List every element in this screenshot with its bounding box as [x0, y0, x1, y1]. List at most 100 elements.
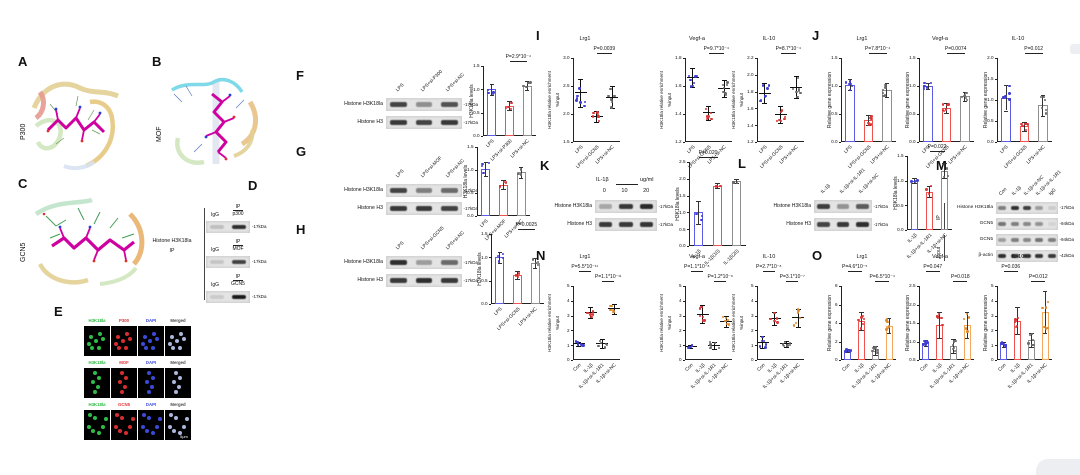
- cell-signal: [90, 346, 95, 351]
- data-point: [923, 341, 926, 345]
- panel-c-label: C: [18, 176, 28, 191]
- y-tick-label: 1.8: [747, 89, 754, 94]
- data-point: [848, 82, 851, 86]
- data-point: [762, 339, 766, 343]
- error-cap: [964, 337, 970, 339]
- cell-signal: [86, 342, 91, 346]
- panel-f-chart: H3K18la levels 0.0 0.5 1.0 1.5 P=2.9*10⁻⁴ LPS L…: [466, 54, 540, 170]
- error-cap: [483, 175, 489, 177]
- y-axis-label-line2: %input: [667, 315, 672, 331]
- cell-signal: [172, 380, 177, 385]
- panel-k-blot: Histone H3K18la -17kDa Histone H3 -17kDa: [548, 176, 678, 238]
- data-point: [1002, 343, 1005, 346]
- data-point: [516, 276, 520, 279]
- error-cap: [1003, 110, 1009, 112]
- y-tick: [570, 286, 573, 287]
- data-point: [925, 339, 928, 343]
- y-tick: [904, 156, 907, 157]
- data-point: [871, 349, 874, 353]
- data-point: [779, 119, 782, 123]
- data-point: [860, 316, 863, 319]
- cell-signal: [123, 430, 128, 435]
- y-tick-label: 1.5: [481, 231, 488, 237]
- cell-signal: [128, 337, 133, 342]
- cell-signal: [119, 415, 124, 420]
- blot-band: [390, 188, 408, 193]
- data-point: [536, 263, 540, 267]
- error-cap: [951, 338, 956, 340]
- blot-band: [1035, 221, 1044, 227]
- y-tick-label: 1.5: [679, 193, 686, 198]
- error-cap: [760, 348, 766, 349]
- igg-label: IgG: [210, 212, 220, 218]
- data-point: [888, 325, 891, 328]
- y-tick: [838, 323, 841, 324]
- mw-marker: -17kDa: [658, 203, 674, 209]
- data-point: [609, 87, 612, 91]
- y-axis-label-line1: H3K18la relative enrichment: [659, 294, 664, 352]
- cell-signal: [127, 425, 132, 430]
- error-bar: [1024, 122, 1025, 131]
- cell-signal: [140, 425, 145, 430]
- lane-label: Con: [998, 187, 1009, 197]
- panel-l-blot: IL-1β IL-1β+si-IL-1R1 IL-1β+si-NC Histone H…: [744, 162, 892, 238]
- y-tick: [916, 58, 919, 59]
- data-point: [1042, 95, 1045, 99]
- p-value: P=3.1*10⁻⁷: [779, 274, 805, 281]
- panel-b-label: B: [152, 54, 162, 69]
- error-cap: [927, 197, 932, 199]
- p-value: P=0.047: [923, 264, 943, 271]
- chart-title: Lrg1: [579, 36, 591, 42]
- error-cap: [518, 166, 524, 168]
- cell-signal: [117, 346, 122, 351]
- data-point: [953, 349, 956, 352]
- error-bar: [499, 251, 501, 263]
- y-tick: [570, 300, 573, 302]
- blot-band: [415, 278, 433, 283]
- y-tick-label: 1.0: [831, 83, 838, 89]
- mean-line: [686, 77, 699, 79]
- data-point: [1016, 324, 1019, 327]
- cell-signal: [119, 370, 124, 375]
- y-axis-label-line2: %input: [555, 92, 560, 108]
- data-point: [504, 106, 508, 110]
- error-cap: [772, 325, 778, 327]
- data-point: [591, 313, 595, 316]
- blot-strip: [386, 116, 462, 129]
- data-point: [577, 343, 580, 346]
- data-point: [605, 343, 608, 347]
- y-tick: [488, 234, 491, 235]
- y-tick: [916, 341, 919, 343]
- sig-line: [868, 53, 887, 54]
- error-cap: [611, 314, 617, 315]
- error-cap: [762, 103, 768, 105]
- data-point: [776, 321, 779, 324]
- data-point: [700, 305, 703, 308]
- p-value: P=2.7*10⁻⁸: [756, 264, 782, 271]
- y-axis-label-line1: H3K18la relative enrichment: [731, 71, 736, 129]
- blot-band: [1022, 237, 1032, 243]
- panel-o-chart-il10: IL-10 Relative gene expression 0 1 2 3 4 5 P=0.0…: [980, 254, 1056, 406]
- p-value: P=4.6*10⁻⁵: [842, 264, 868, 271]
- y-tick: [682, 58, 685, 59]
- mean-line: [780, 343, 793, 345]
- data-point: [535, 261, 538, 265]
- page-edge-artifact: [1070, 44, 1080, 54]
- y-tick: [916, 286, 919, 287]
- y-tick: [754, 300, 757, 302]
- error-cap: [734, 179, 739, 180]
- ip-text: IP: [232, 204, 244, 211]
- chart-title: Vegf-a: [932, 254, 948, 260]
- blot-band: [440, 188, 458, 193]
- y-tick: [916, 360, 919, 361]
- blot-band: [598, 204, 613, 209]
- y-tick: [488, 257, 491, 259]
- panel-g-blot: LPS LPS+si-MOF LPS+si-NC Histone H3K18la -17…: [300, 146, 486, 220]
- blot-strip: [595, 218, 657, 231]
- data-point: [575, 97, 579, 100]
- y-tick: [488, 280, 491, 282]
- panel-k-chart: H3K18la levels 0.0 0.5 1.0 1.5 2.0 2.5 P=0.020 I…: [672, 150, 750, 276]
- y-tick: [916, 114, 919, 115]
- p-value: P=0.012: [1024, 46, 1044, 53]
- mw-marker: -17kDa: [463, 187, 479, 193]
